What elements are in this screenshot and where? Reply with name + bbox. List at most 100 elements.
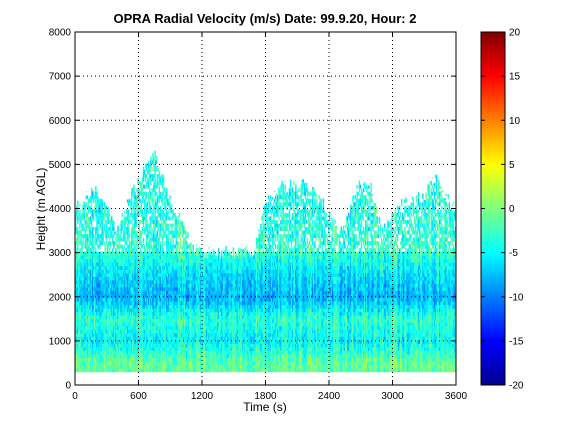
heatmap-cell: [107, 339, 110, 344]
heatmap-cell: [152, 279, 154, 284]
heatmap-cell: [169, 325, 171, 330]
heatmap-cell: [177, 325, 180, 330]
heatmap-cell: [155, 329, 157, 334]
heatmap-cell: [117, 361, 119, 366]
heatmap-cell: [143, 209, 146, 214]
heatmap-cell: [79, 343, 81, 348]
heatmap-cell: [185, 318, 187, 323]
heatmap-cell: [156, 311, 158, 316]
heatmap-cell: [100, 227, 102, 231]
heatmap-cell: [82, 332, 84, 337]
heatmap-cell: [158, 230, 161, 235]
heatmap-cell: [120, 279, 122, 284]
heatmap-cell: [154, 262, 156, 267]
heatmap-cell: [96, 265, 98, 270]
heatmap-cell: [108, 325, 111, 330]
heatmap-cell: [154, 202, 156, 207]
heatmap-cell: [131, 350, 133, 355]
heatmap-cell: [184, 350, 186, 355]
heatmap-cell: [163, 230, 166, 235]
heatmap-cell: [102, 230, 104, 235]
heatmap-cell: [123, 269, 126, 274]
heatmap-cell: [159, 304, 162, 309]
heatmap-cell: [186, 354, 188, 359]
heatmap-cell: [121, 311, 124, 316]
heatmap-cell: [186, 279, 188, 284]
heatmap-cell: [87, 216, 90, 221]
heatmap-cell: [127, 272, 130, 277]
heatmap-cell: [128, 315, 131, 320]
heatmap-cell: [188, 368, 190, 373]
heatmap-cell: [104, 322, 107, 327]
heatmap-cell: [141, 216, 144, 221]
heatmap-cell: [193, 315, 195, 320]
heatmap-cell: [154, 336, 156, 341]
heatmap-cell: [163, 311, 166, 316]
heatmap-cell: [164, 361, 167, 366]
heatmap-cell: [141, 343, 144, 348]
heatmap-cell: [175, 322, 177, 327]
heatmap-cell: [89, 301, 92, 306]
heatmap-cell: [100, 361, 102, 366]
heatmap-cell: [90, 251, 93, 256]
heatmap-cell: [96, 301, 98, 306]
heatmap-cell: [126, 318, 129, 323]
heatmap-cell: [88, 339, 91, 344]
heatmap-cell: [154, 368, 156, 373]
heatmap-cell: [84, 255, 86, 260]
heatmap-cell: [191, 294, 193, 299]
heatmap-cell: [109, 230, 112, 235]
heatmap-cell: [110, 315, 113, 320]
heatmap-cell: [75, 318, 77, 323]
heatmap-cell: [159, 265, 162, 270]
heatmap-cell: [125, 364, 128, 369]
heatmap-cell: [145, 212, 148, 217]
heatmap-cell: [130, 276, 132, 281]
heatmap-cell: [172, 318, 174, 323]
heatmap-cell: [82, 304, 84, 309]
heatmap-cell: [187, 258, 189, 263]
heatmap-cell: [194, 253, 197, 256]
heatmap-cell: [154, 195, 156, 200]
heatmap-cell: [76, 315, 78, 320]
heatmap-cell: [186, 350, 188, 355]
heatmap-cell: [138, 308, 140, 313]
heatmap-cell: [163, 269, 166, 274]
heatmap-cell: [119, 272, 121, 277]
heatmap-cell: [193, 272, 195, 277]
heatmap-cell: [152, 329, 154, 334]
heatmap-cell: [158, 304, 161, 309]
heatmap-cell: [133, 361, 135, 366]
heatmap-cell: [127, 332, 130, 337]
heatmap-cell: [121, 332, 124, 337]
heatmap-cell: [143, 322, 146, 327]
heatmap-cell: [79, 269, 81, 274]
heatmap-cell: [115, 248, 117, 253]
heatmap-cell: [191, 329, 193, 334]
heatmap-cell: [109, 272, 112, 277]
heatmap-cell: [85, 287, 88, 291]
heatmap-cell: [125, 297, 128, 302]
heatmap-cell: [141, 318, 144, 323]
heatmap-cell: [109, 339, 112, 344]
heatmap-cell: [100, 234, 102, 239]
heatmap-cell: [185, 258, 187, 263]
heatmap-cell: [156, 223, 158, 228]
heatmap-cell: [152, 209, 154, 214]
heatmap-cell: [134, 325, 136, 330]
heatmap-cell: [151, 297, 153, 302]
heatmap-cell: [140, 287, 143, 291]
heatmap-cell: [119, 311, 121, 316]
heatmap-cell: [160, 304, 163, 309]
heatmap-cell: [94, 269, 96, 274]
heatmap-cell: [149, 364, 151, 369]
heatmap-cell: [167, 234, 169, 239]
heatmap-cell: [130, 258, 132, 263]
heatmap-cell: [177, 304, 180, 309]
heatmap-cell: [160, 315, 163, 320]
heatmap-cell: [131, 212, 133, 217]
heatmap-cell: [139, 364, 142, 369]
heatmap-cell: [142, 297, 145, 302]
heatmap-cell: [152, 322, 154, 327]
heatmap-cell: [142, 216, 145, 221]
